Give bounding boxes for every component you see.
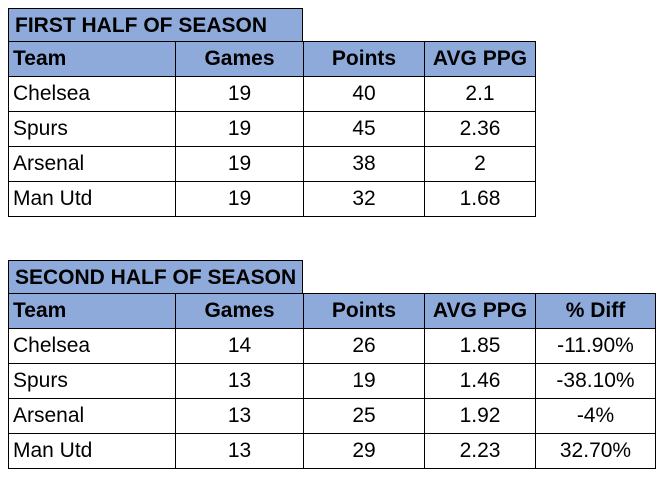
games-cell: 13 xyxy=(175,363,304,399)
pct-diff-cell: -4% xyxy=(535,398,656,434)
games-cell: 19 xyxy=(175,181,304,217)
first-half-section: FIRST HALF OF SEASON Team Games Points A… xyxy=(8,8,536,217)
games-cell: 19 xyxy=(175,76,304,112)
column-header-points: Points xyxy=(303,41,425,77)
points-cell: 45 xyxy=(303,111,425,147)
games-cell: 13 xyxy=(175,433,304,469)
team-cell: Arsenal xyxy=(8,146,176,182)
table-row: Spurs 19 45 2.36 xyxy=(8,111,536,147)
header-row: Team Games Points AVG PPG xyxy=(8,41,536,77)
table-row: Arsenal 19 38 2 xyxy=(8,146,536,182)
pct-diff-cell: 32.70% xyxy=(535,433,656,469)
table-row: Chelsea 14 26 1.85 -11.90% xyxy=(8,328,656,364)
points-cell: 40 xyxy=(303,76,425,112)
table-row: Man Utd 19 32 1.68 xyxy=(8,181,536,217)
first-half-title: FIRST HALF OF SEASON xyxy=(8,8,303,41)
table-row: Chelsea 19 40 2.1 xyxy=(8,76,536,112)
avg-ppg-cell: 2.23 xyxy=(424,433,536,469)
games-cell: 19 xyxy=(175,111,304,147)
points-cell: 26 xyxy=(303,328,425,364)
column-header-games: Games xyxy=(175,293,304,329)
header-row: Team Games Points AVG PPG % Diff xyxy=(8,293,656,329)
team-cell: Chelsea xyxy=(8,76,176,112)
avg-ppg-cell: 1.92 xyxy=(424,398,536,434)
team-cell: Chelsea xyxy=(8,328,176,364)
team-cell: Man Utd xyxy=(8,433,176,469)
avg-ppg-cell: 2.1 xyxy=(424,76,536,112)
avg-ppg-cell: 1.85 xyxy=(424,328,536,364)
team-cell: Arsenal xyxy=(8,398,176,434)
points-cell: 25 xyxy=(303,398,425,434)
team-cell: Spurs xyxy=(8,111,176,147)
second-half-section: SECOND HALF OF SEASON Team Games Points … xyxy=(8,260,656,469)
column-header-pct-diff: % Diff xyxy=(535,293,656,329)
points-cell: 32 xyxy=(303,181,425,217)
pct-diff-cell: -38.10% xyxy=(535,363,656,399)
games-cell: 14 xyxy=(175,328,304,364)
avg-ppg-cell: 2 xyxy=(424,146,536,182)
table-row: Arsenal 13 25 1.92 -4% xyxy=(8,398,656,434)
column-header-team: Team xyxy=(8,41,176,77)
team-cell: Man Utd xyxy=(8,181,176,217)
games-cell: 13 xyxy=(175,398,304,434)
avg-ppg-cell: 1.68 xyxy=(424,181,536,217)
pct-diff-cell: -11.90% xyxy=(535,328,656,364)
table-row: Spurs 13 19 1.46 -38.10% xyxy=(8,363,656,399)
column-header-avg-ppg: AVG PPG xyxy=(424,41,536,77)
team-cell: Spurs xyxy=(8,363,176,399)
second-half-table: Team Games Points AVG PPG % Diff Chelsea… xyxy=(8,293,656,469)
column-header-avg-ppg: AVG PPG xyxy=(424,293,536,329)
points-cell: 38 xyxy=(303,146,425,182)
column-header-team: Team xyxy=(8,293,176,329)
games-cell: 19 xyxy=(175,146,304,182)
avg-ppg-cell: 2.36 xyxy=(424,111,536,147)
points-cell: 19 xyxy=(303,363,425,399)
first-half-table: Team Games Points AVG PPG Chelsea 19 40 … xyxy=(8,41,536,217)
second-half-title: SECOND HALF OF SEASON xyxy=(8,260,303,293)
column-header-points: Points xyxy=(303,293,425,329)
avg-ppg-cell: 1.46 xyxy=(424,363,536,399)
table-row: Man Utd 13 29 2.23 32.70% xyxy=(8,433,656,469)
points-cell: 29 xyxy=(303,433,425,469)
column-header-games: Games xyxy=(175,41,304,77)
